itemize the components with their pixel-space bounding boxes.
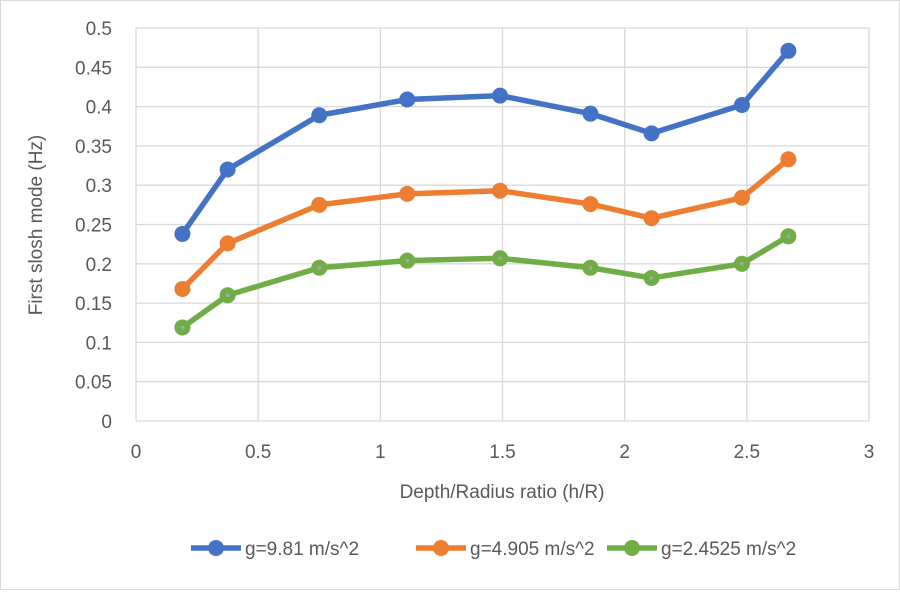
data-point-center [225,293,230,298]
data-point-center [786,234,791,239]
series-1 [174,42,797,242]
x-tick-label: 1.5 [489,442,515,463]
y-tick-label: 0.25 [75,216,112,237]
legend-label: g=4.905 m/s^2 [470,539,595,560]
x-tick-label: 2.5 [734,442,760,463]
data-point [311,107,328,124]
data-point-center [588,265,593,270]
x-tick-label: 3 [864,442,875,463]
x-tick-label: 0.5 [245,442,271,463]
x-axis-label: Depth/Radius ratio (h/R) [400,482,605,503]
y-axis-label: First slosh mode (Hz) [26,135,47,316]
series-3 [174,228,797,336]
data-point-center [317,265,322,270]
legend: g=9.81 m/s^2 g=4.905 m/s^2 g=2.4525 m/s^2 [191,539,796,560]
series-2 [174,151,797,297]
data-point-center [740,262,744,266]
data-point [219,161,236,178]
data-point-center [649,276,654,280]
series-line [180,233,790,330]
data-point [780,151,797,168]
y-tick-label: 0.45 [75,58,112,79]
x-tick-label: 2 [619,442,630,463]
data-point [492,87,509,104]
data-point [492,182,509,199]
data-point [733,189,750,206]
legend-item-1: g=9.81 m/s^2 [191,539,359,560]
data-point [582,105,599,122]
y-tick-labels: 0 0.05 0.1 0.15 0.2 0.25 0.3 0.35 0.4 0.45 0.5 [75,19,112,433]
y-tick-label: 0.15 [75,294,112,315]
data-point [582,196,599,213]
data-point [219,235,236,252]
data-point-center [405,258,410,263]
data-point [780,42,797,59]
y-tick-label: 0.3 [86,176,112,197]
y-tick-label: 0.1 [86,333,112,354]
data-point [174,225,191,242]
y-tick-label: 0.2 [86,255,112,276]
y-tick-label: 0.4 [86,98,113,119]
legend-label: g=2.4525 m/s^2 [661,539,796,560]
x-tick-label: 1 [375,442,386,463]
data-point [311,196,328,213]
data-point [174,280,191,297]
x-tick-labels: 0 0.5 1 1.5 2 2.5 3 [131,442,875,463]
legend-marker [624,540,640,556]
legend-marker [208,540,224,556]
legend-item-3: g=2.4525 m/s^2 [607,539,796,560]
y-tick-label: 0.35 [75,137,112,158]
legend-label: g=9.81 m/s^2 [245,539,359,560]
data-point-center [498,256,502,261]
data-point [643,210,660,227]
legend-marker [433,540,449,556]
data-point-center [180,325,185,330]
data-point [399,91,416,108]
series-group [174,42,797,336]
y-tick-label: 0.05 [75,373,112,394]
data-point [733,97,750,114]
x-tick-label: 0 [131,442,142,463]
legend-item-2: g=4.905 m/s^2 [416,539,595,560]
y-tick-label: 0 [101,412,112,433]
y-tick-label: 0.5 [86,19,112,40]
data-point [399,185,416,202]
data-point [643,125,660,142]
